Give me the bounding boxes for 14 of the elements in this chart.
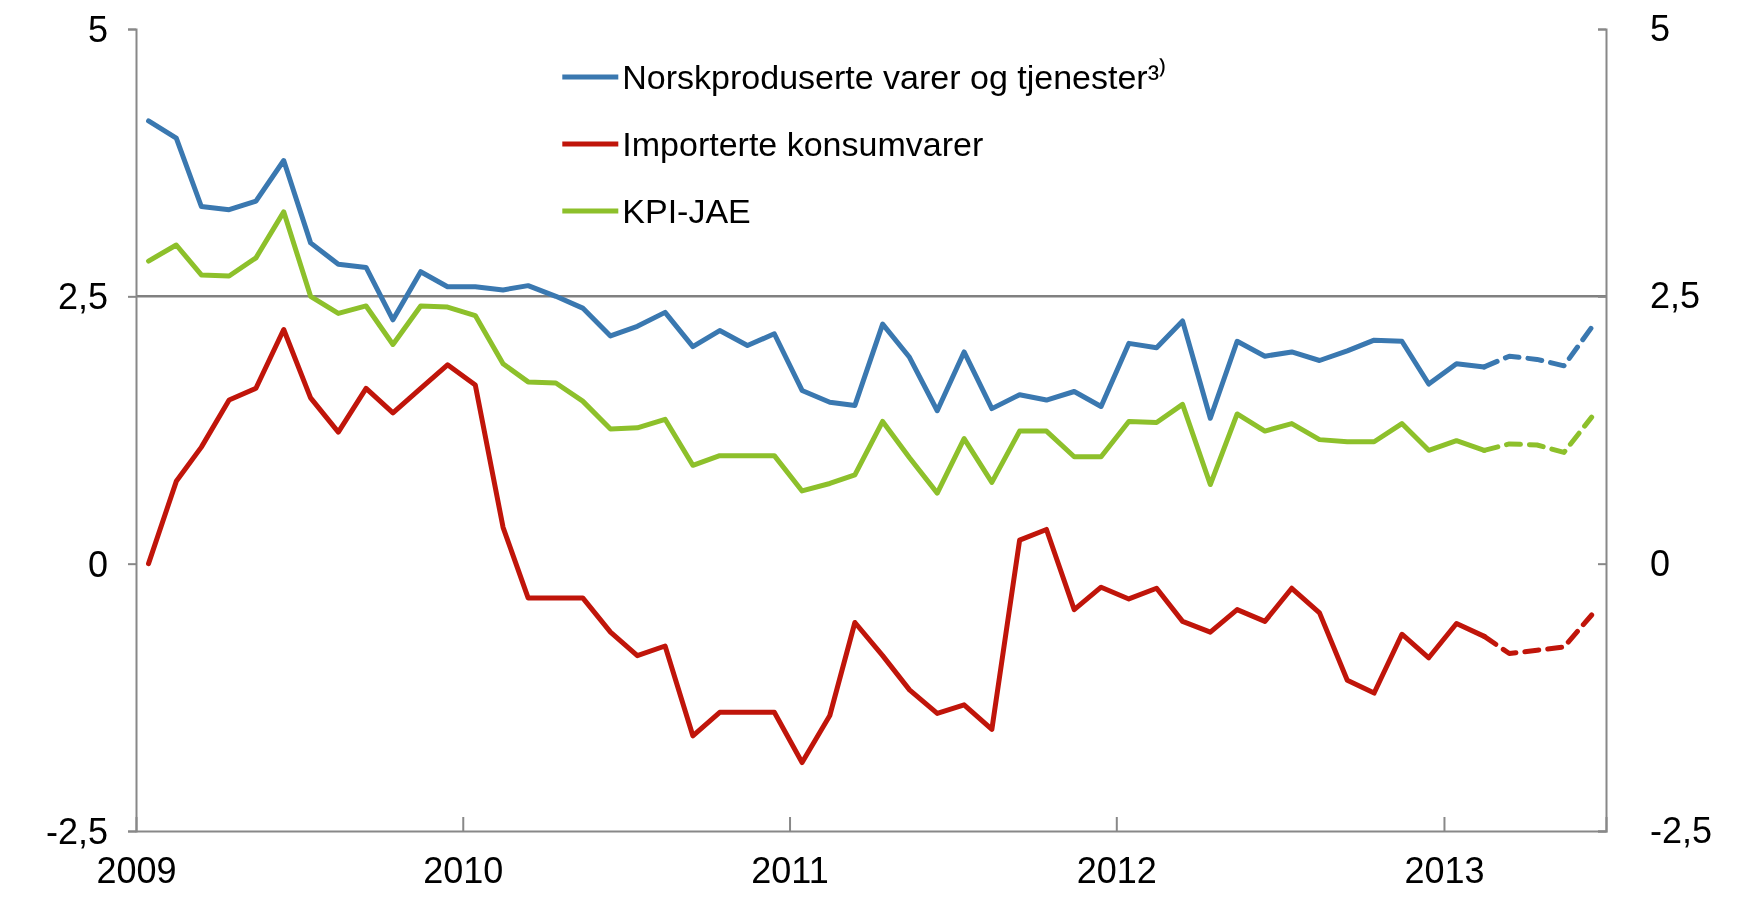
y-tick-label: 5 [1650,8,1671,50]
y2-tick-label: 5 [87,9,108,51]
y2-tick-label: 0 [87,543,108,585]
x-tick-label: 2011 [751,849,829,891]
x-tick-label: 2012 [1076,849,1157,891]
y-tick-label: 2,5 [1650,275,1701,317]
y2-tick-label: 2,5 [57,276,108,318]
legend-label: Importerte konsumvarer [622,124,984,163]
y-tick-label: 0 [1650,542,1671,584]
y-tick-label: -2,5 [1650,810,1713,852]
x-tick-label: 2010 [423,849,504,891]
legend-label: KPI-JAE [622,191,751,230]
legend-label: Norskproduserte varer og tjenester³⁾ [622,57,1167,96]
x-tick-label: 2013 [1404,849,1485,891]
